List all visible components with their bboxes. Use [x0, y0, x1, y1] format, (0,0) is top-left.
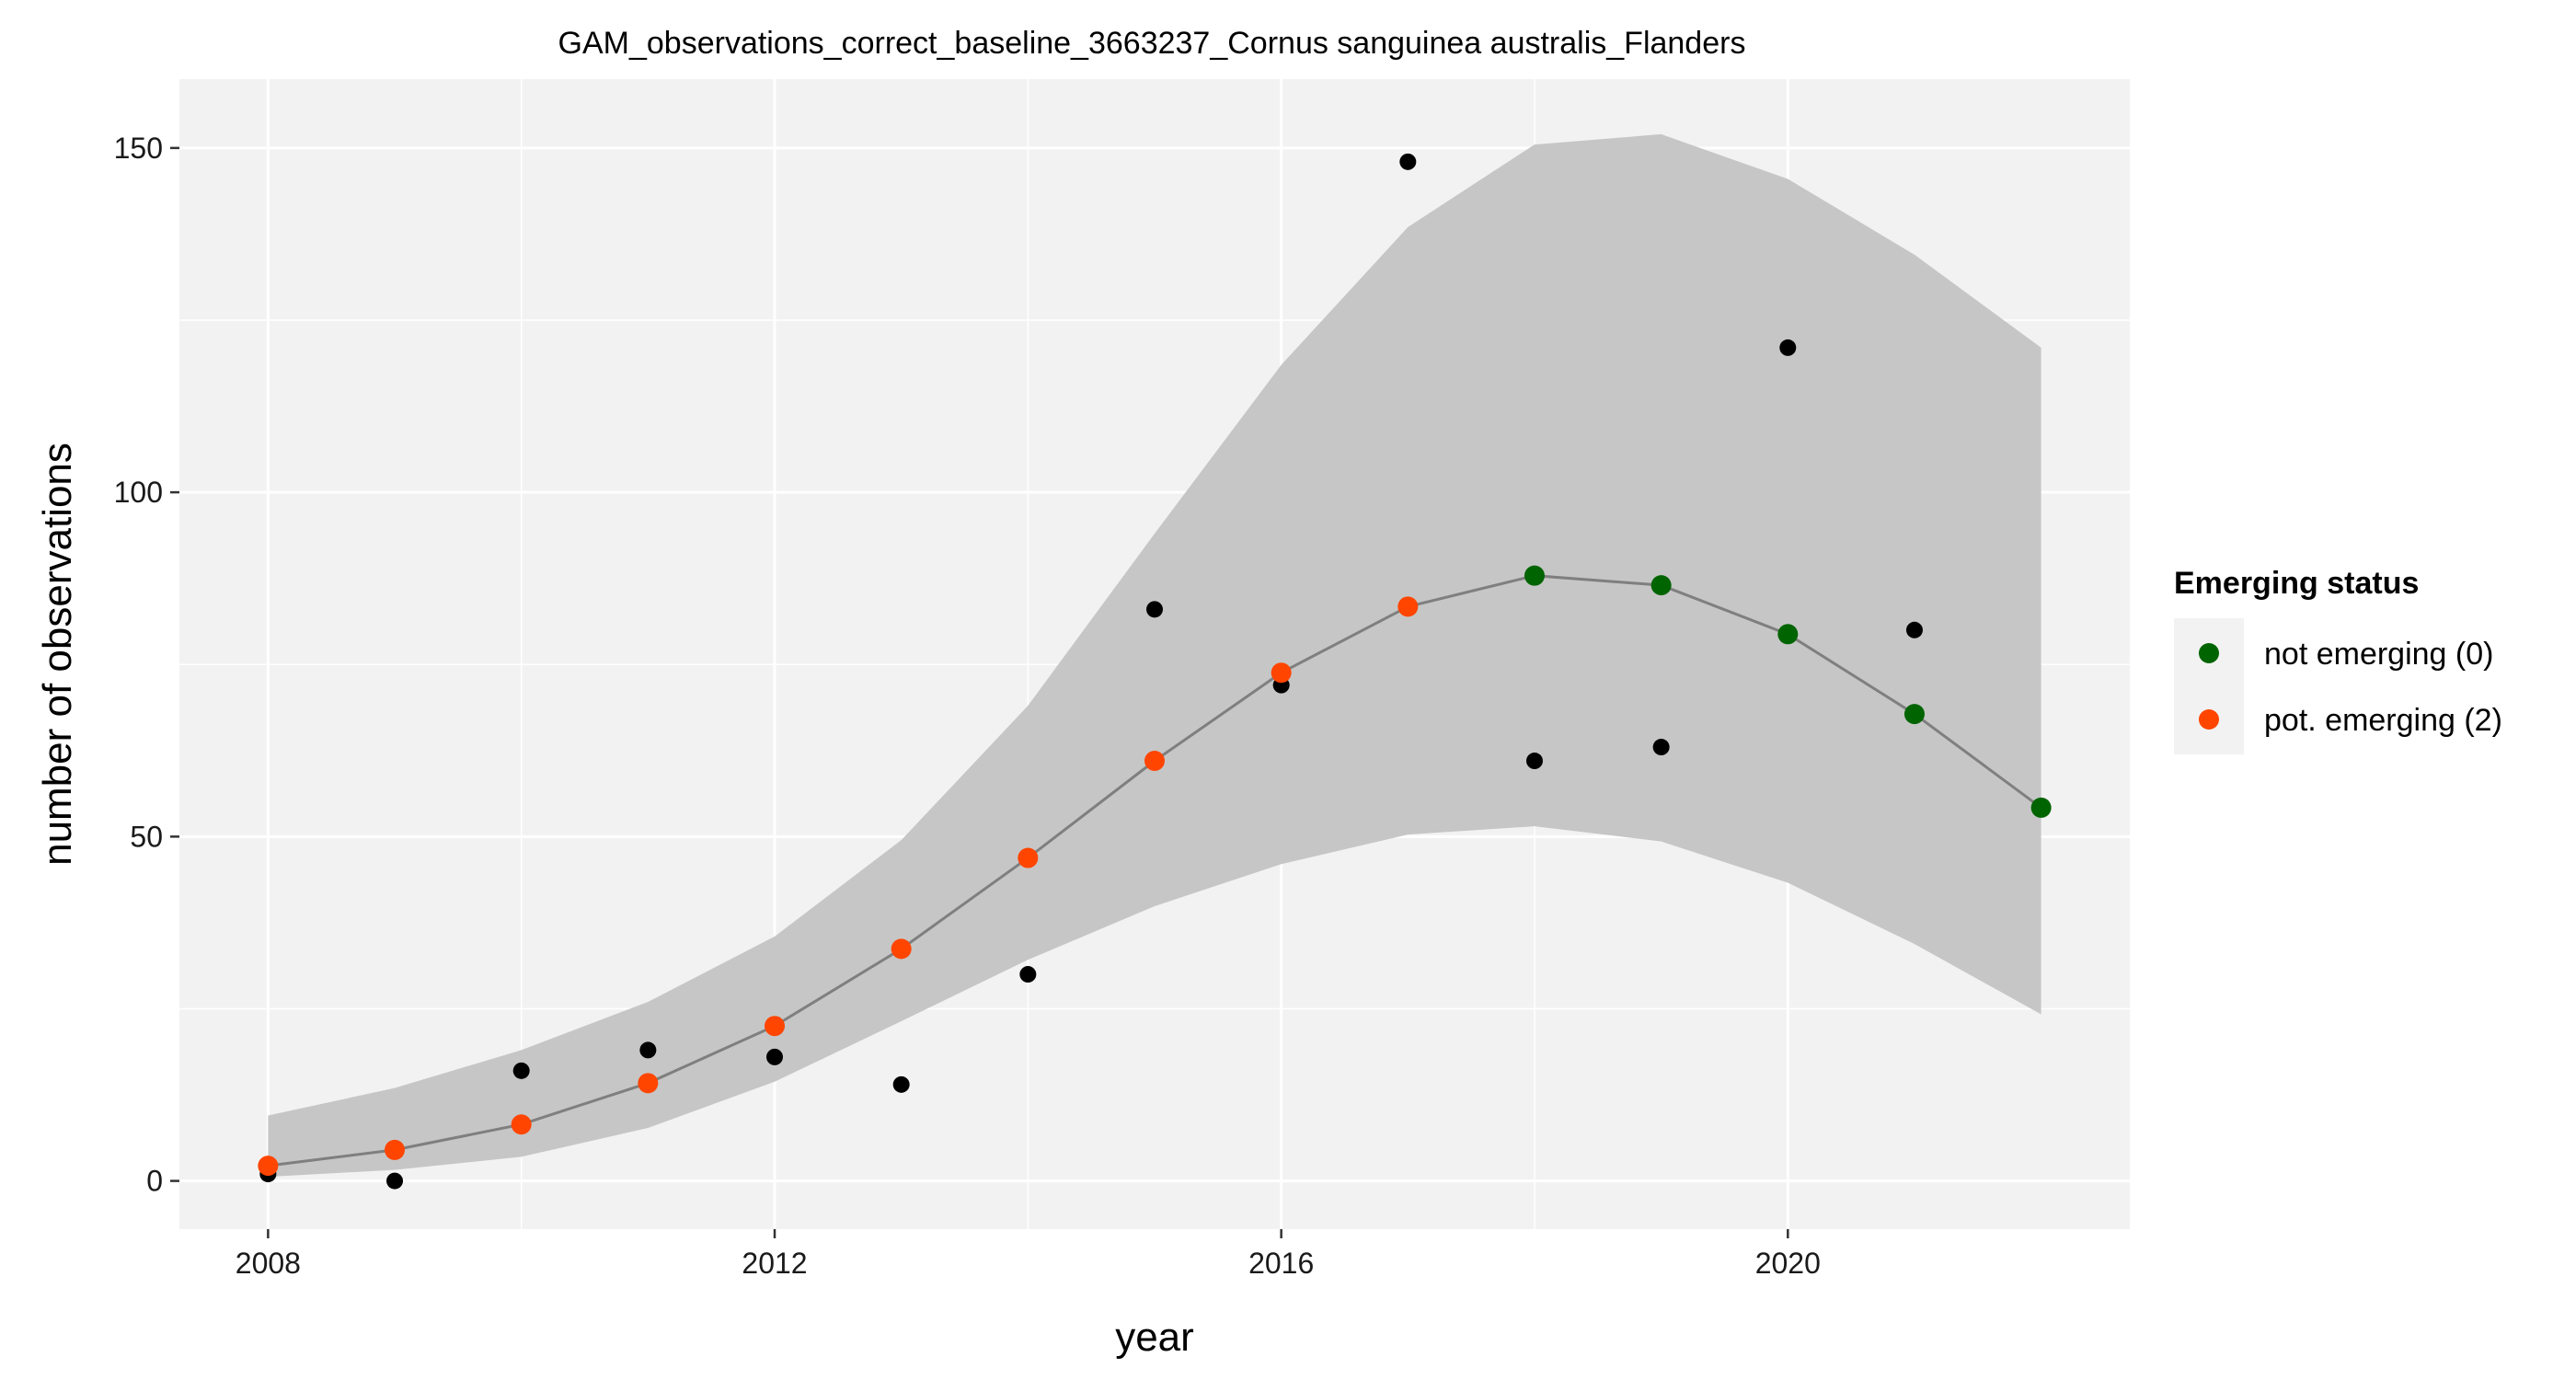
fitted-point	[511, 1114, 532, 1135]
observed-point	[892, 1075, 910, 1093]
legend-key-not-emerging	[2199, 643, 2219, 663]
confidence-ribbon	[268, 133, 2041, 1178]
y-axis: 0 50 100 150	[114, 132, 179, 1198]
observed-point	[1652, 739, 1670, 756]
x-axis: 2008 2012 2016 2020	[236, 1229, 1821, 1280]
fitted-point	[1144, 751, 1165, 772]
fitted-point	[1018, 847, 1039, 868]
fitted-point	[891, 938, 912, 960]
fitted-point	[1777, 624, 1799, 645]
observed-points	[259, 153, 1923, 1190]
legend-label-not-emerging: not emerging (0)	[2264, 637, 2493, 672]
fitted-point	[1650, 575, 1672, 596]
y-tick-label: 150	[114, 132, 163, 165]
legend-title: Emerging status	[2174, 566, 2419, 601]
legend-label-pot-emerging: pot. emerging (2)	[2264, 703, 2502, 738]
legend-key-pot-emerging	[2199, 709, 2219, 730]
fitted-points	[258, 565, 2052, 1177]
observed-point	[1019, 966, 1037, 983]
y-tick-label: 100	[114, 476, 163, 509]
fitted-point	[385, 1139, 406, 1160]
x-tick-label: 2008	[236, 1247, 301, 1280]
x-tick-label: 2020	[1755, 1247, 1821, 1280]
observed-point	[639, 1041, 657, 1059]
observed-point	[386, 1172, 404, 1190]
fitted-point	[258, 1156, 279, 1177]
x-tick-label: 2012	[742, 1247, 807, 1280]
observed-point	[1525, 753, 1543, 770]
x-axis-title: year	[1115, 1315, 1194, 1360]
observed-point	[1905, 621, 1923, 638]
fitted-point	[1397, 596, 1419, 617]
observed-point	[766, 1048, 784, 1065]
y-axis-title: number of observations	[35, 443, 80, 866]
observed-point	[1146, 601, 1163, 618]
observed-point	[512, 1062, 530, 1079]
fitted-point	[765, 1016, 786, 1037]
fitted-point	[2030, 797, 2052, 818]
fitted-point	[1271, 662, 1292, 684]
observed-point	[1779, 339, 1797, 356]
legend-key-background	[2174, 618, 2244, 754]
chart-title: GAM_observations_correct_baseline_366323…	[558, 26, 1746, 61]
fitted-point	[1524, 565, 1545, 586]
y-tick-label: 50	[130, 820, 163, 853]
x-tick-label: 2016	[1248, 1247, 1314, 1280]
fitted-point	[1903, 704, 1925, 725]
observed-point	[1399, 153, 1417, 170]
legend: Emerging status not emerging (0) pot. em…	[2174, 566, 2502, 754]
fitted-point	[638, 1073, 659, 1094]
y-tick-label: 0	[146, 1165, 163, 1198]
